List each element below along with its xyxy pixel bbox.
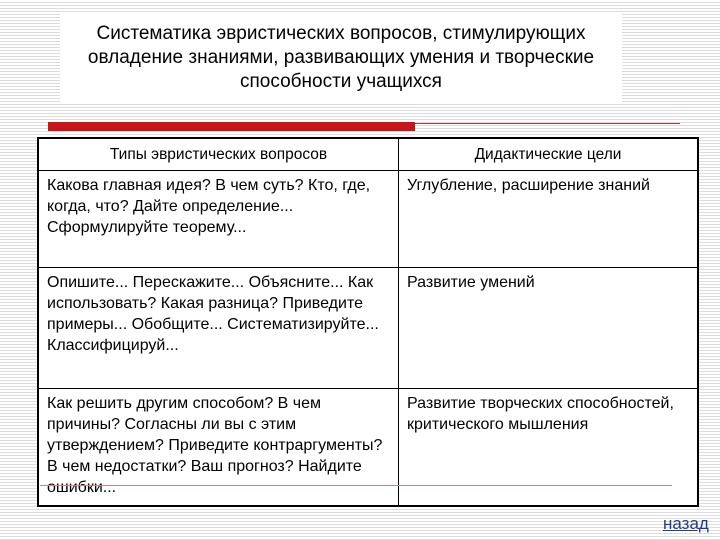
questions-cell: Как решить другим способом? В чем причин… — [37, 388, 399, 507]
slide-title: Систематика эвристических вопросов, стим… — [60, 14, 622, 102]
questions-cell: Какова главная идея? В чем суть? Кто, гд… — [37, 170, 399, 268]
table-row: Какова главная идея? В чем суть? Кто, гд… — [37, 170, 699, 268]
decorative-bottom-line — [40, 485, 672, 486]
column-header-types: Типы эвристических вопросов — [37, 137, 399, 171]
decorative-line — [415, 123, 680, 124]
decorative-red-bar — [48, 122, 415, 131]
table-row: Как решить другим способом? В чем причин… — [37, 388, 699, 507]
heuristic-questions-table: Типы эвристических вопросов Дидактически… — [37, 137, 699, 507]
column-header-goals: Дидактические цели — [398, 137, 699, 171]
back-link[interactable]: назад — [663, 514, 709, 533]
goal-cell: Развитие умений — [398, 267, 699, 389]
goal-cell: Углубление, расширение знаний — [398, 170, 699, 268]
goal-cell: Развитие творческих способностей, критич… — [398, 388, 699, 507]
table-row: Опишите... Перескажите... Объясните... К… — [37, 267, 699, 389]
table-header-row: Типы эвристических вопросов Дидактически… — [37, 137, 699, 171]
questions-cell: Опишите... Перескажите... Объясните... К… — [37, 267, 399, 389]
